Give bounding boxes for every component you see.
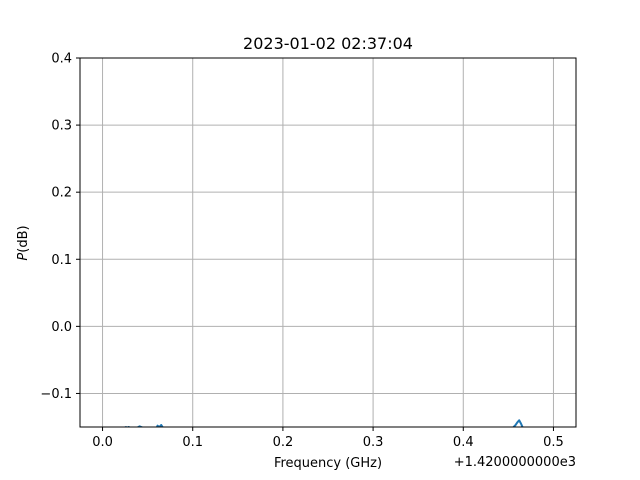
y-axis-label: P(dB) <box>16 225 31 260</box>
x-tick-label: 0.0 <box>92 435 113 450</box>
y-tick-label: 0.0 <box>51 320 72 335</box>
plot-frame <box>79 57 577 428</box>
x-axis-offset-label: +1.4200000000e3 <box>454 455 576 470</box>
x-tick-label: 0.4 <box>453 435 474 450</box>
y-axis-label-unit: (dB) <box>16 225 31 252</box>
series-line <box>122 419 524 427</box>
x-axis-label: Frequency (GHz) <box>274 456 382 471</box>
y-tick-label: 0.1 <box>51 253 72 268</box>
x-tick-label: 0.2 <box>273 435 294 450</box>
y-tick-label: −0.1 <box>40 387 72 402</box>
chart-title: 2023-01-02 02:37:04 <box>243 34 413 53</box>
y-tick-label: 0.3 <box>51 119 72 134</box>
x-tick-label: 0.1 <box>182 435 203 450</box>
x-tick-label: 0.3 <box>363 435 384 450</box>
series-layer <box>122 419 524 427</box>
y-tick-label: 0.4 <box>51 52 72 67</box>
y-tick-label: 0.2 <box>51 186 72 201</box>
x-tick-label: 0.5 <box>543 435 564 450</box>
y-axis-label-symbol: P <box>16 253 31 261</box>
ticks: 0.0 0.1 0.2 0.3 0.4 0.5 −0.1 0.0 0.1 0.2 0.3 0.4 <box>40 52 563 451</box>
